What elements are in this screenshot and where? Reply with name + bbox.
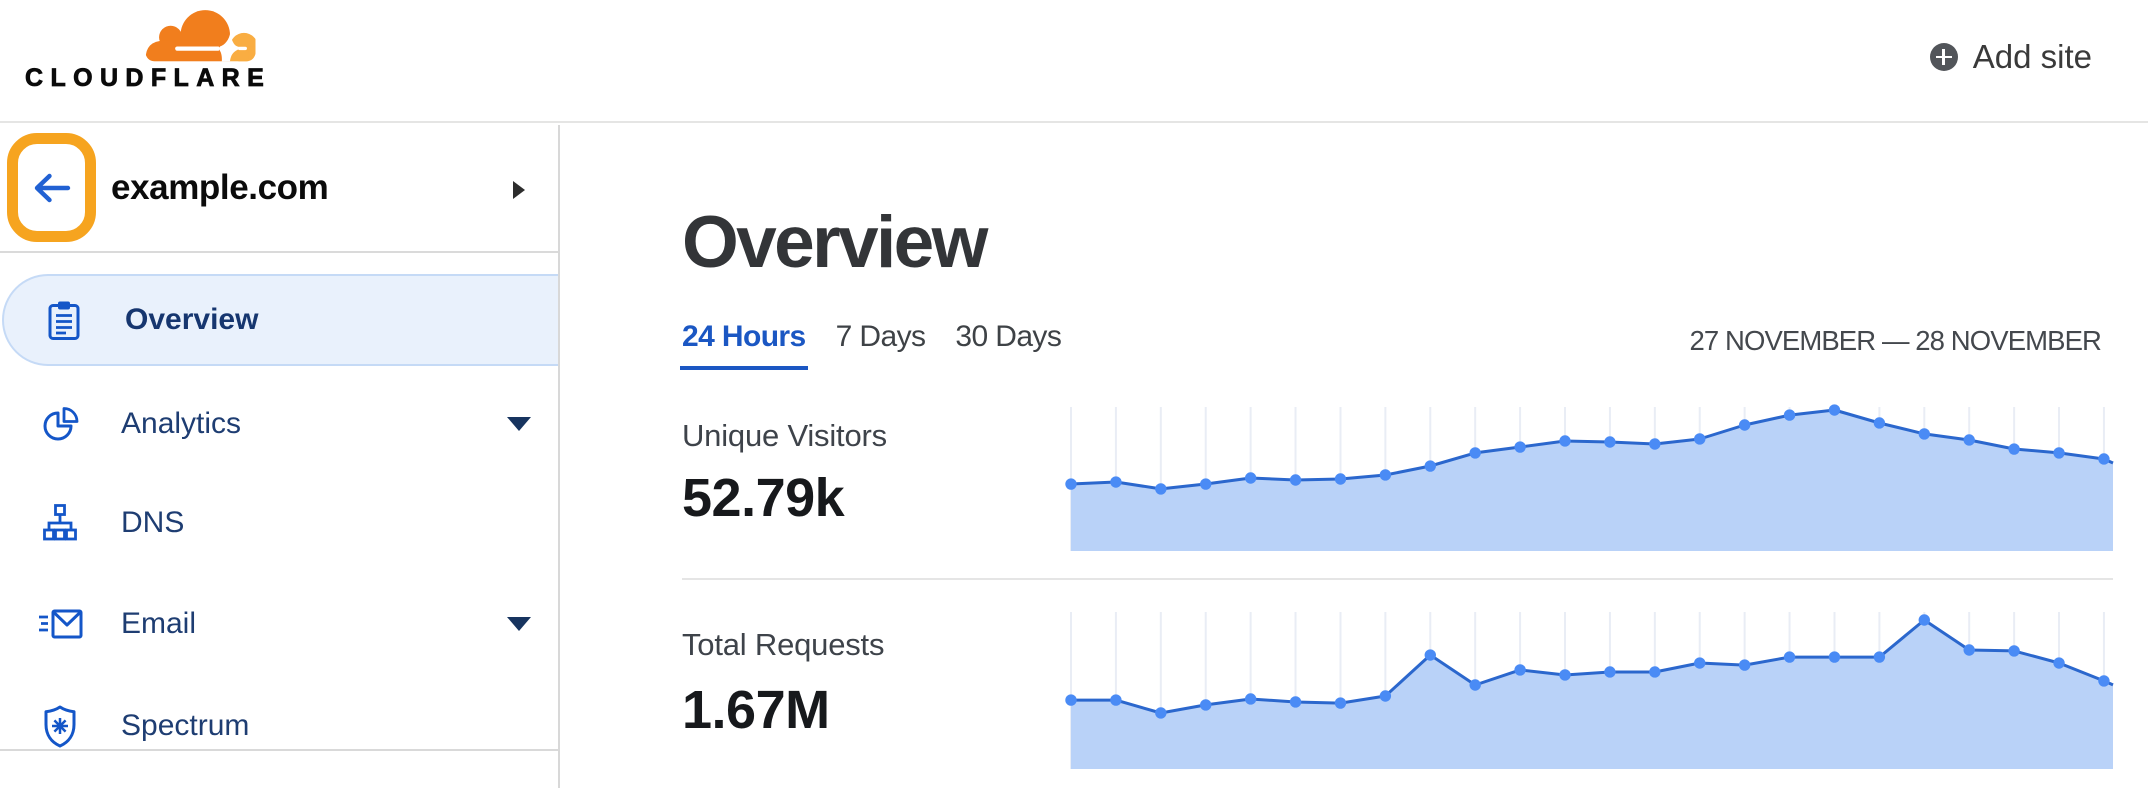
back-arrow-icon (34, 173, 70, 202)
cloudflare-logo-cloud-icon (145, 10, 256, 62)
date-range-label: 27 NOVEMBER — 28 NOVEMBER (1689, 325, 2101, 356)
site-selector-row: example.com (0, 125, 558, 253)
caret-down-icon[interactable] (507, 417, 531, 431)
top-header: CLOUDFLARE Add site (0, 0, 2148, 123)
sidebar-item-label: Analytics (121, 407, 242, 440)
unique-visitors-value: 52.79k (682, 468, 845, 528)
chart-divider (682, 578, 2113, 580)
sidebar-item-label: DNS (121, 506, 185, 539)
plus-circle-icon (1929, 43, 1958, 71)
chevron-right-icon[interactable] (512, 181, 526, 199)
total-requests-chart (1065, 612, 2114, 769)
tab-24-hours[interactable]: 24 Hours (680, 320, 808, 370)
caret-down-icon[interactable] (507, 617, 531, 631)
sidebar-item-analytics[interactable]: Analytics (0, 378, 558, 470)
sidebar-divider (0, 749, 558, 751)
unique-visitors-label: Unique Visitors (682, 418, 887, 453)
back-button[interactable] (7, 133, 96, 242)
total-requests-value: 1.67M (682, 680, 830, 740)
clipboard-icon (45, 297, 83, 343)
cloudflare-logo-wordmark: CLOUDFLARE (25, 64, 272, 93)
tab-30-days[interactable]: 30 Days (955, 320, 1062, 353)
shield-icon (41, 703, 79, 749)
site-name[interactable]: example.com (111, 168, 329, 207)
add-site-button[interactable]: Add site (1929, 38, 2092, 76)
sidebar-item-dns[interactable]: DNS (0, 477, 558, 569)
sidebar-item-label: Spectrum (121, 709, 250, 742)
sidebar-item-overview[interactable]: Overview (2, 274, 558, 366)
time-range-tabs: 24 Hours 7 Days 30 Days (680, 320, 1063, 370)
sidebar-item-label: Email (121, 607, 197, 640)
pie-chart-icon (41, 401, 79, 447)
total-requests-label: Total Requests (682, 627, 885, 662)
sidebar-item-label: Overview (125, 303, 259, 336)
tab-7-days[interactable]: 7 Days (835, 320, 926, 353)
dns-tree-icon (41, 500, 79, 546)
page-title: Overview (682, 202, 988, 283)
unique-visitors-chart (1065, 404, 2114, 551)
sidebar-item-email[interactable]: Email (0, 578, 558, 670)
sidebar: example.com Overview Analytics (0, 125, 560, 788)
sidebar-item-spectrum[interactable]: Spectrum (0, 680, 558, 772)
email-icon (36, 601, 84, 647)
add-site-label: Add site (1972, 38, 2092, 75)
